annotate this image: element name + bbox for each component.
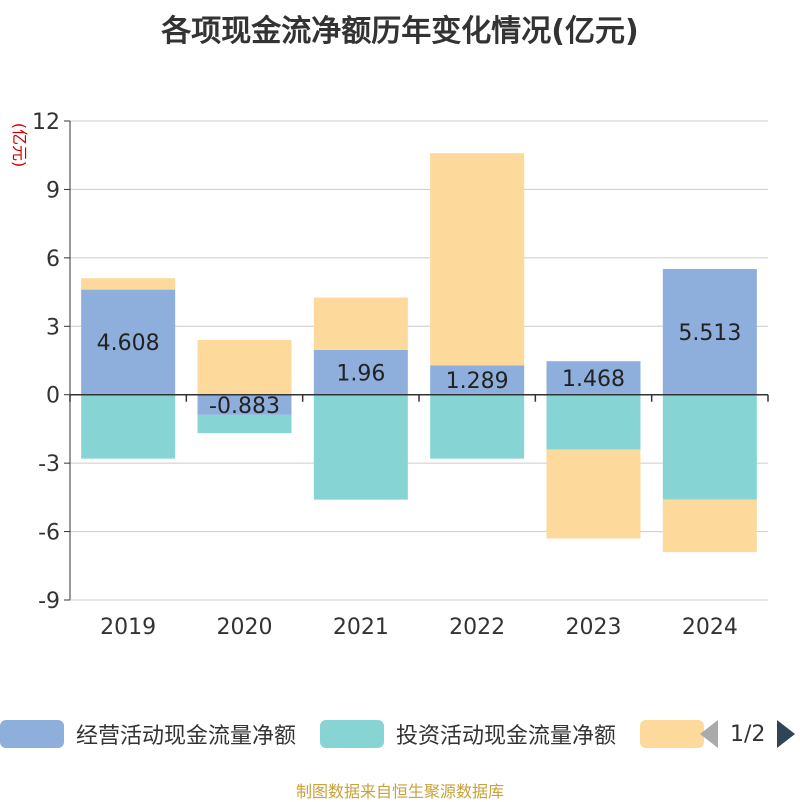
legend-swatch-financing — [640, 720, 704, 748]
y-tick-label: -3 — [38, 452, 60, 477]
data-label: 1.96 — [336, 361, 385, 386]
data-label: 5.513 — [678, 321, 741, 346]
x-tick-label: 2023 — [566, 615, 622, 640]
bar-investing — [313, 394, 408, 500]
legend-swatch-operating — [0, 720, 64, 748]
bar-investing — [430, 394, 525, 459]
prev-page-icon[interactable] — [700, 720, 718, 748]
y-tick-label: -9 — [38, 589, 60, 614]
y-axis-label: (亿元) — [10, 123, 29, 168]
legend-page-indicator: 1/2 — [730, 721, 766, 747]
legend-item-financing[interactable] — [640, 716, 704, 752]
y-tick-label: 12 — [32, 110, 60, 135]
x-tick-label: 2021 — [333, 615, 389, 640]
y-tick-label: 6 — [46, 247, 60, 272]
chart-title: 各项现金流净额历年变化情况(亿元) — [161, 14, 639, 49]
y-tick-label: -6 — [38, 521, 60, 546]
bar-operating — [662, 268, 757, 395]
bar-operating — [313, 350, 408, 395]
y-tick-label: 9 — [46, 178, 60, 203]
bar-financing — [313, 297, 408, 351]
bar-financing — [662, 499, 757, 553]
bar-financing — [430, 153, 525, 366]
bar-investing — [197, 414, 292, 434]
x-tick-label: 2020 — [217, 615, 273, 640]
bar-investing — [81, 394, 176, 459]
legend-label-operating: 经营活动现金流量净额 — [76, 724, 297, 749]
y-tick-label: 0 — [46, 384, 60, 409]
data-label: 1.289 — [446, 369, 509, 394]
chart-plot: 12 9 6 3 0 -3 -6 -9 (亿元) 2019 2020 2021 2022 2023 2024… — [10, 110, 769, 640]
legend-label-investing: 投资活动现金流量净额 — [396, 724, 617, 749]
x-tick-label: 2024 — [682, 615, 738, 640]
bar-financing — [81, 278, 176, 290]
legend-pager: 1/2 — [700, 716, 796, 752]
bar-financing — [546, 449, 641, 539]
bar-operating — [81, 289, 176, 395]
bar-investing — [662, 394, 757, 500]
bar-investing — [546, 394, 641, 450]
legend-item-operating[interactable]: 经营活动现金流量净额 — [0, 716, 296, 752]
source-note: 制图数据来自恒生聚源数据库 — [295, 782, 504, 801]
bar-operating — [546, 361, 641, 395]
next-page-icon[interactable] — [777, 720, 796, 748]
legend-swatch-investing — [320, 720, 384, 748]
y-tick-label: 3 — [46, 315, 60, 340]
legend-item-investing[interactable]: 投资活动现金流量净额 — [320, 716, 616, 752]
x-tick-label: 2022 — [449, 615, 505, 640]
legend: 经营活动现金流量净额 投资活动现金流量净额 — [0, 716, 800, 756]
bar-operating — [197, 394, 292, 415]
x-tick-label: 2019 — [100, 615, 156, 640]
data-label: 4.608 — [97, 331, 160, 356]
data-label: -0.883 — [209, 394, 280, 419]
bar-operating — [430, 365, 525, 395]
data-label: 1.468 — [562, 367, 625, 392]
bar-financing — [197, 339, 292, 395]
